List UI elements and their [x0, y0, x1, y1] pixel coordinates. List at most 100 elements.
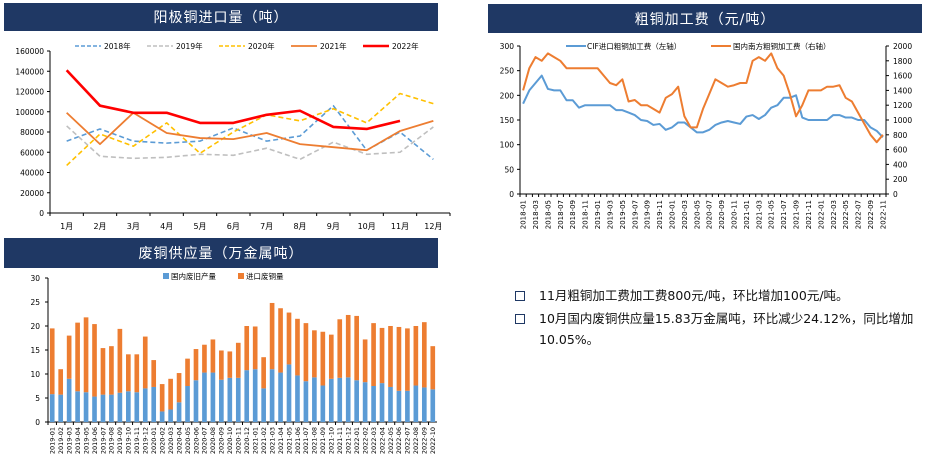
bar-import — [396, 326, 402, 391]
x-tick-label: 2022-07 — [404, 427, 412, 454]
bar-import — [185, 358, 190, 386]
right-y-tick-label: 2000 — [893, 42, 912, 51]
y-tick-label: 40000 — [20, 169, 44, 178]
x-tick-label: 2021-03 — [268, 427, 276, 454]
x-tick-label: 2021-11 — [805, 200, 813, 229]
bar-domestic — [303, 381, 309, 422]
x-tick-label: 2020-01 — [150, 427, 158, 454]
bar-import — [75, 322, 80, 392]
series-line-2019年 — [66, 125, 434, 161]
bar-import — [278, 308, 283, 373]
x-tick-label: 2022-08 — [412, 427, 420, 454]
x-tick-label: 2021-03 — [755, 200, 763, 229]
bar-domestic — [278, 372, 283, 422]
legend-label: 国内南方粗铜加工费（右轴） — [733, 41, 831, 51]
bar-import — [159, 384, 165, 412]
bar-import — [421, 322, 427, 388]
legend-swatch — [163, 273, 169, 279]
left-y-tick-label: 50 — [504, 165, 514, 174]
legend-label: CIF进口粗铜加工费（左轴） — [587, 41, 681, 51]
legend-label: 2020年 — [248, 41, 275, 51]
series-line-2018年 — [66, 104, 434, 160]
x-tick-label: 2019-12 — [142, 427, 150, 454]
bar-import — [126, 354, 131, 392]
x-tick-label: 2021-04 — [277, 427, 285, 454]
x-tick-label: 2020-08 — [209, 427, 217, 454]
legend-label: 2018年 — [104, 41, 131, 51]
x-tick-label: 2018-11 — [582, 200, 590, 229]
x-tick-label: 2019-03 — [606, 200, 614, 229]
bar-domestic — [388, 386, 393, 422]
x-tick-label: 2020-04 — [175, 427, 183, 454]
bar-domestic — [286, 364, 292, 422]
bar-import — [269, 302, 275, 370]
x-tick-label: 2018-09 — [569, 200, 577, 229]
bar-import — [261, 357, 266, 389]
bar-domestic — [252, 369, 258, 422]
x-tick-label: 2022-05 — [387, 427, 395, 454]
x-tick-label: 2020-06 — [192, 427, 200, 454]
bar-import — [371, 323, 376, 386]
legend-label: 2019年 — [176, 41, 203, 51]
x-tick-label: 2021-08 — [311, 427, 319, 454]
bar-domestic — [328, 378, 334, 422]
bar-domestic — [371, 386, 376, 422]
x-tick-label: 8月 — [293, 222, 306, 231]
bar-domestic — [227, 377, 233, 422]
bar-import — [66, 335, 72, 379]
summary-notes: 11月粗铜加工费加工费800元/吨，环比增加100元/吨。 10月国内废铜供应量… — [515, 285, 915, 352]
x-tick-label: 2018-01 — [520, 200, 528, 229]
x-tick-label: 2022-06 — [395, 427, 403, 454]
x-tick-label: 2021-12 — [345, 427, 353, 454]
bar-import — [49, 328, 55, 395]
y-tick-label: 0 — [35, 418, 40, 427]
note-text: 10月国内废铜供应量15.83万金属吨，环比减少24.12%，同比增加10.05… — [539, 311, 914, 347]
x-tick-label: 1月 — [60, 222, 73, 231]
x-tick-label: 2020-07 — [201, 427, 209, 454]
series-line-cif — [522, 74, 884, 138]
bar-import — [58, 369, 64, 395]
bar-import — [362, 339, 368, 383]
x-tick-label: 2022-01 — [353, 427, 361, 454]
x-tick-label: 2021-11 — [336, 427, 344, 454]
x-tick-label: 2019-08 — [108, 427, 116, 454]
series-line-2022年 — [65, 69, 401, 131]
x-tick-label: 2021-09 — [319, 427, 327, 454]
x-tick-label: 2019-11 — [656, 200, 664, 229]
x-tick-label: 2021-10 — [328, 427, 336, 454]
bar-domestic — [421, 387, 427, 422]
bar-import — [134, 354, 140, 393]
x-tick-label: 2021-07 — [780, 200, 788, 229]
bar-import — [379, 327, 385, 384]
x-tick-label: 2020-07 — [706, 200, 714, 229]
x-tick-label: 2019-09 — [644, 200, 652, 229]
left-y-tick-label: 250 — [500, 67, 515, 76]
bar-import — [109, 346, 114, 395]
bar-domestic — [185, 386, 190, 422]
bar-import — [252, 326, 258, 370]
x-tick-label: 2018-05 — [544, 200, 552, 229]
bar-domestic — [405, 390, 410, 422]
anode-import-panel: 阳极铜进口量（吨） 0 20000 40000 60000 80000 100000 120… — [0, 0, 470, 235]
bar-import — [83, 317, 89, 393]
bar-import — [92, 324, 97, 397]
x-tick-label: 2020-05 — [693, 200, 701, 229]
x-tick-label: 2022-09 — [421, 427, 429, 454]
x-tick-label: 2019-01 — [49, 427, 57, 454]
y-tick-label: 25 — [30, 298, 40, 307]
bar-domestic — [354, 380, 359, 422]
legend-label: 2021年 — [320, 41, 347, 51]
x-tick-label: 2022-01 — [817, 200, 825, 229]
bar-domestic — [109, 394, 114, 422]
series-line-2021年 — [66, 111, 434, 152]
legend-label: 进口废铜量 — [246, 271, 284, 281]
right-y-tick-label: 1400 — [893, 86, 912, 95]
right-y-tick-label: 1200 — [893, 101, 912, 110]
bar-domestic — [337, 377, 343, 422]
bar-import — [405, 328, 410, 391]
x-tick-label: 2021-02 — [260, 427, 268, 454]
series-line-2020年 — [66, 92, 434, 166]
bar-domestic — [134, 392, 140, 422]
x-tick-label: 2019-01 — [594, 200, 602, 229]
x-tick-label: 2022-04 — [378, 427, 386, 454]
